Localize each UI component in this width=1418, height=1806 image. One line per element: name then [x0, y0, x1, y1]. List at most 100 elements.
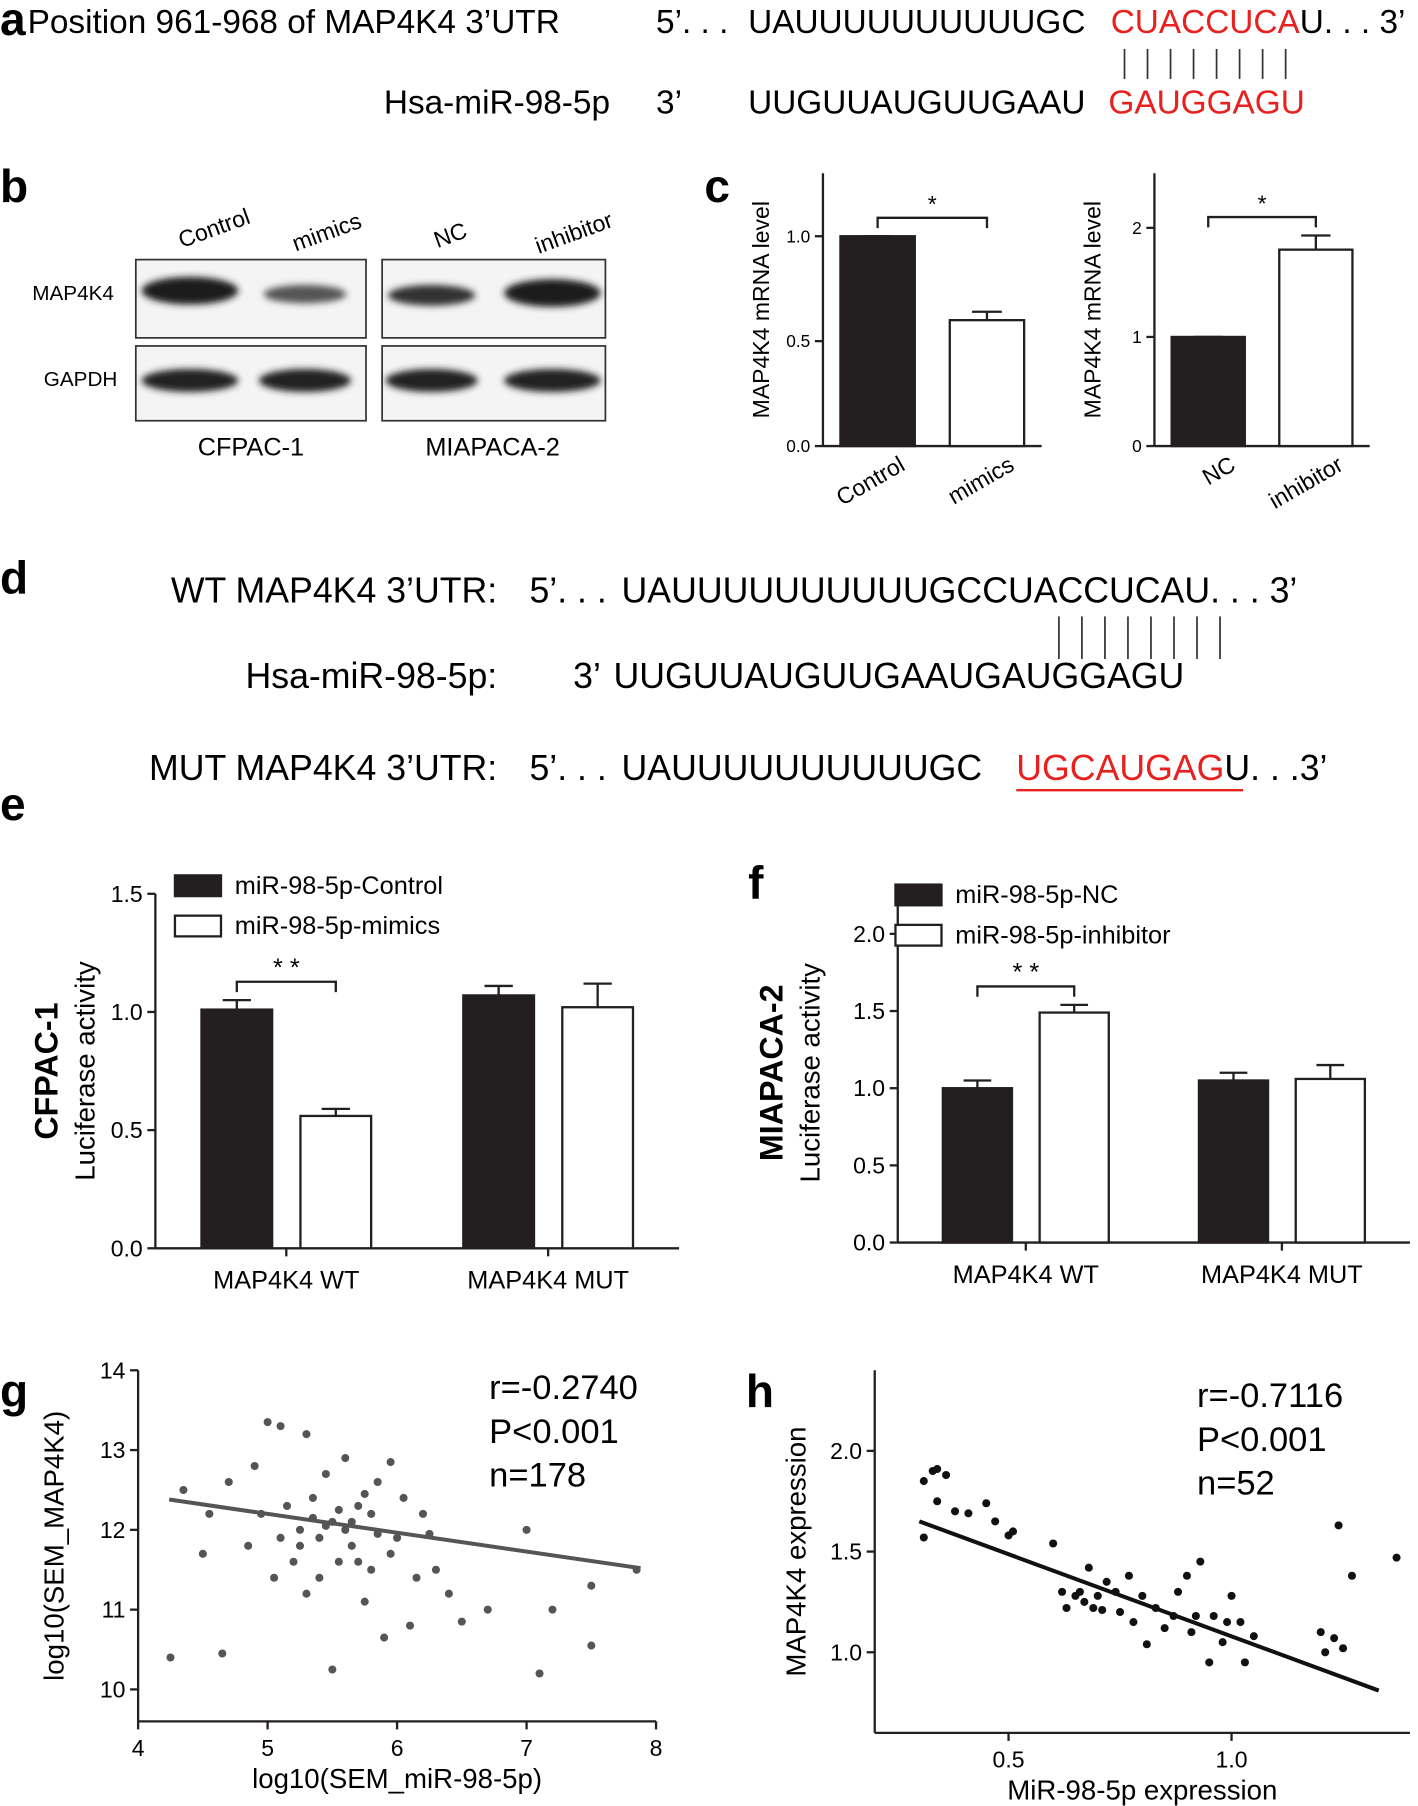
point	[224, 1477, 233, 1487]
point	[1080, 1597, 1089, 1606]
point	[535, 1669, 544, 1678]
lane-label: mimics	[289, 207, 365, 256]
fit-line	[168, 1497, 641, 1571]
lane-label: Control	[175, 203, 254, 253]
point	[919, 1533, 928, 1542]
legend-swatch	[173, 874, 223, 898]
y-axis-label: MAP4K4 expression	[781, 1426, 812, 1676]
point	[991, 1517, 1000, 1526]
annotation: r=-0.7116	[1197, 1377, 1343, 1415]
y-tick-label: 1.0	[830, 1639, 862, 1665]
annotation: r=-0.2740	[489, 1369, 638, 1407]
panel-label: e	[0, 778, 26, 830]
point	[1142, 1640, 1151, 1649]
significance-label: * *	[1012, 959, 1039, 987]
sequence: UUGUUAUGUUGAAUGAUGGAGU	[613, 656, 1184, 696]
site: UGCAUGAG	[1016, 748, 1224, 788]
point	[1187, 1628, 1196, 1637]
point	[354, 1557, 363, 1566]
point	[933, 1464, 942, 1474]
point	[1116, 1607, 1125, 1617]
point	[270, 1573, 279, 1582]
pairing	[1123, 48, 1287, 79]
y-tick-label: 1.0	[786, 226, 810, 246]
significance-label: *	[1258, 190, 1267, 216]
annotation: n=52	[1197, 1465, 1275, 1503]
x-tick-label: 8	[650, 1735, 663, 1761]
y-tick-label: 11	[102, 1597, 126, 1623]
point	[1236, 1618, 1245, 1627]
annotation: P<0.001	[1197, 1421, 1327, 1459]
y-axis-label: Luciferase activity	[69, 961, 100, 1181]
point	[1129, 1618, 1138, 1627]
seq: UUGUUAUGUUGAAU	[748, 84, 1085, 121]
seq: UAUUUUUUUUUUGC	[748, 4, 1085, 41]
bar	[561, 1006, 635, 1250]
point	[1334, 1521, 1343, 1530]
x-tick-label: 6	[391, 1735, 404, 1761]
point	[1102, 1577, 1111, 1586]
x-tick-label: 0.5	[993, 1746, 1025, 1772]
point	[1138, 1591, 1147, 1600]
y-axis-label: MAP4K4 mRNA level	[1079, 201, 1105, 418]
point	[386, 1549, 395, 1558]
point	[1075, 1587, 1084, 1596]
legend-label: miR-98-5p-Control	[235, 872, 443, 900]
point	[341, 1454, 350, 1463]
significance-label: * *	[273, 954, 300, 982]
fit-line	[918, 1519, 1380, 1693]
sequence: UAUUUUUUUUUUGC UGCAUGAGU. . .3’	[622, 748, 1328, 788]
bar	[200, 1008, 274, 1250]
y-tick-label: 0.5	[111, 1117, 143, 1143]
point	[587, 1581, 596, 1590]
y-tick-label: 2	[1132, 218, 1142, 238]
y-axis-title: CFPAC-1	[29, 1002, 65, 1139]
lane-label: inhibitor	[531, 206, 616, 258]
y-tick-label: 1.5	[853, 998, 885, 1024]
point	[942, 1471, 951, 1480]
y-tick-label: 1.0	[853, 1075, 885, 1101]
significance-bracket	[235, 980, 337, 993]
significance-bracket	[876, 216, 989, 229]
point	[1093, 1591, 1102, 1600]
point	[933, 1497, 942, 1506]
sequence: UAUUUUUUUUUUGCCUACCUCAU. . . 3’	[622, 571, 1298, 611]
row-name: Hsa-miR-98-5p:	[245, 656, 497, 696]
x-axis-label: log10(SEM_miR-98-5p)	[252, 1763, 542, 1794]
point	[1218, 1638, 1227, 1647]
panel-label: b	[0, 160, 28, 212]
point	[587, 1641, 596, 1650]
x-tick-label: NC	[1198, 451, 1240, 490]
point	[919, 1477, 928, 1486]
significance-bracket	[1207, 215, 1318, 228]
tail: U. . .3’	[1224, 748, 1327, 788]
point	[1098, 1605, 1107, 1615]
bar	[941, 1087, 1014, 1244]
significance-label: *	[928, 191, 937, 217]
point	[393, 1533, 402, 1542]
panel-label: d	[0, 551, 28, 603]
x-tick-label: MAP4K4 WT	[213, 1267, 359, 1295]
y-tick-label: 0.0	[853, 1230, 885, 1256]
point	[522, 1525, 531, 1534]
bar	[839, 235, 916, 448]
y-axis-title: MIAPACA-2	[754, 984, 790, 1161]
point	[328, 1665, 337, 1674]
x-tick-label: Control	[832, 451, 909, 511]
point	[406, 1621, 415, 1630]
seq: UAUUUUUUUUUUGC	[622, 748, 983, 788]
point	[444, 1589, 453, 1598]
prime: 3’	[656, 84, 682, 121]
tail: U. . . 3’	[1300, 4, 1406, 41]
point	[399, 1493, 408, 1502]
point	[457, 1617, 466, 1626]
legend-label: miR-98-5p-NC	[955, 881, 1118, 909]
y-tick-label: 10	[100, 1676, 126, 1702]
point	[360, 1597, 369, 1606]
legend-swatch	[894, 883, 943, 907]
y-tick-label: 1.5	[830, 1539, 862, 1565]
y-tick-label: 1.0	[111, 999, 143, 1025]
bar	[1038, 1011, 1110, 1244]
